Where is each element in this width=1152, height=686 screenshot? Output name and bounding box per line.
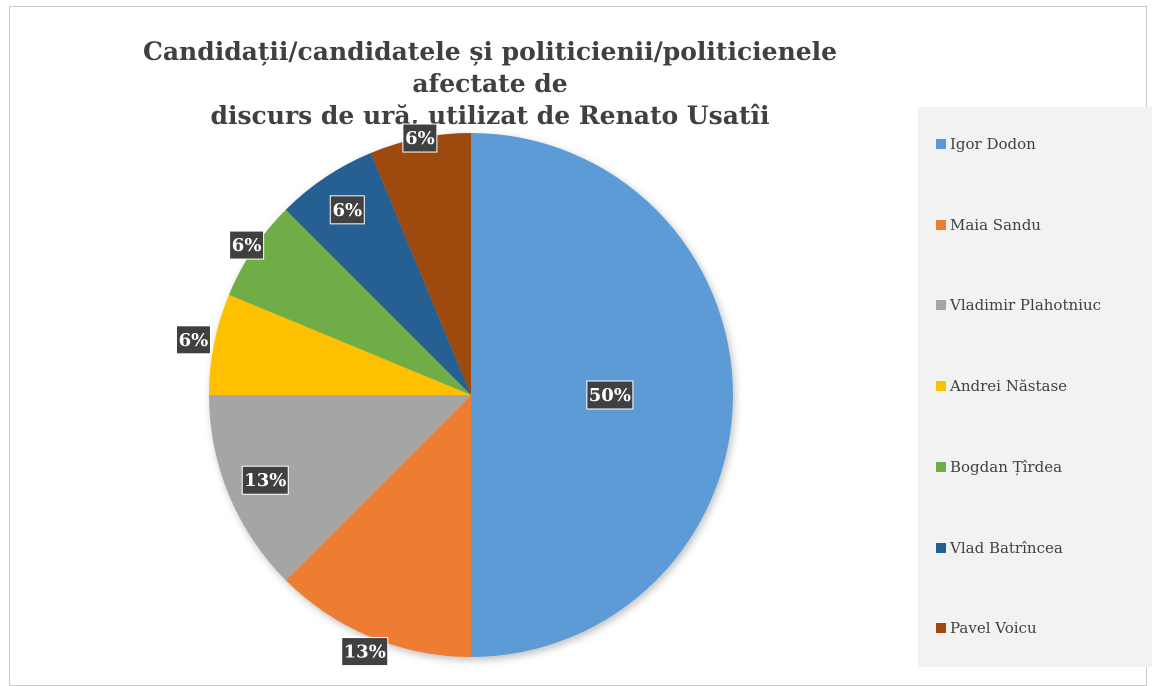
data-label-text: 13% [244, 470, 286, 491]
data-label-text: 6% [232, 235, 262, 256]
legend-item: Igor Dodon [936, 133, 1036, 155]
legend-swatch [936, 623, 946, 634]
data-label-text: 13% [344, 642, 386, 663]
data-label-2: 13% [241, 465, 289, 495]
legend-item: Pavel Voicu [936, 617, 1037, 639]
legend: Igor Dodon Maia Sandu Vladimir Plahotniuc A… [918, 107, 1152, 667]
pie-chart: 50% 13% 13% 6% 6% 6% 6% [175, 123, 733, 667]
data-label-text: 50% [589, 385, 631, 406]
legend-label: Bogdan Țîrdea [950, 457, 1063, 476]
chart-title-line-1: Candidații/candidatele și politicienii/p… [142, 37, 838, 98]
legend-swatch [936, 139, 946, 149]
data-label-box [341, 637, 389, 667]
legend-swatch [936, 461, 946, 472]
pie-slice-maia-sandu [285, 395, 471, 657]
pie-slice-vladimir-plahotniuc [209, 395, 471, 581]
legend-item: Vlad Batrîncea [936, 537, 1063, 559]
data-label-box [586, 380, 634, 410]
pie-slices [209, 133, 733, 657]
data-label-box [329, 195, 365, 225]
chart-title-line-2: discurs de ură, utilizat de Renato Usatî… [210, 101, 770, 130]
legend-swatch [936, 381, 946, 392]
pie-slice-bogdan-rdea [228, 209, 471, 395]
data-label-box [175, 325, 211, 355]
legend-label: Maia Sandu [950, 215, 1041, 234]
data-label-1: 13% [341, 637, 389, 667]
data-label-3: 6% [175, 325, 211, 355]
data-label-box [229, 230, 265, 260]
legend-item: Maia Sandu [936, 214, 1041, 236]
data-label-text: 6% [179, 330, 209, 351]
legend-swatch [936, 300, 946, 311]
legend-swatch [936, 542, 946, 553]
legend-label: Igor Dodon [950, 135, 1036, 153]
legend-swatch [936, 219, 946, 230]
pie-slice-pavel-voicu [370, 133, 471, 395]
pie-data-labels: 50% 13% 13% 6% 6% 6% 6% [175, 123, 634, 667]
data-label-box [402, 123, 438, 153]
legend-label: Andrei Năstase [950, 377, 1068, 396]
data-label-6: 6% [402, 123, 438, 153]
chart-title: Candidații/candidatele și politicienii/p… [90, 36, 890, 132]
pie-slice-andrei-n-stase [209, 294, 471, 395]
data-label-box [241, 465, 289, 495]
legend-label: Vlad Batrîncea [950, 538, 1063, 557]
data-label-text: 6% [405, 128, 435, 149]
data-label-text: 6% [332, 200, 362, 221]
data-label-4: 6% [229, 230, 265, 260]
data-label-0: 50% [586, 380, 634, 410]
legend-item: Andrei Năstase [936, 375, 1067, 397]
legend-item: Bogdan Țîrdea [936, 456, 1062, 478]
legend-label: Vladimir Plahotniuc [950, 296, 1102, 315]
data-label-5: 6% [329, 195, 365, 225]
legend-item: Vladimir Plahotniuc [936, 294, 1101, 316]
legend-label: Pavel Voicu [950, 619, 1037, 638]
